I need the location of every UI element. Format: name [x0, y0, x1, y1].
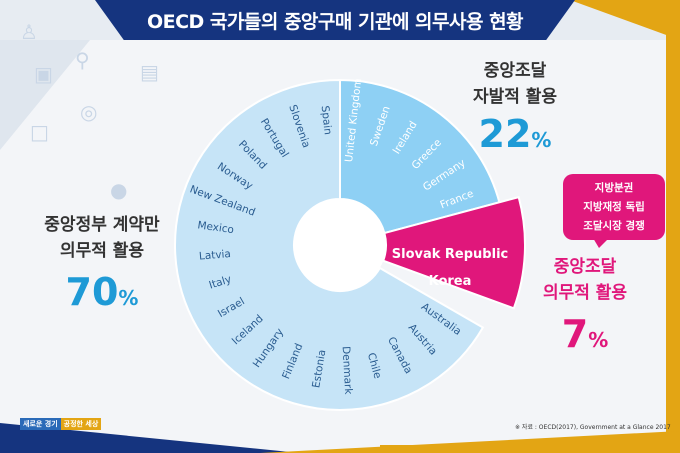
auto-label-line2: 자발적 활용: [472, 87, 558, 107]
country-label: Denmark: [340, 346, 355, 396]
bubble-line2: 지방재정 독립: [583, 200, 645, 213]
bottom-right-bar: [380, 445, 680, 453]
country-label: Spain: [319, 105, 334, 135]
bubble-tail: [593, 238, 609, 248]
page-title: OECD 국가들의 중앙구매 기관에 의무사용 현황: [146, 10, 524, 33]
logo: 새로운 경기 공정한 세상: [20, 418, 102, 430]
gov-percent-value: 70: [65, 270, 119, 314]
country-label: Latvia: [199, 248, 232, 263]
logo-part2: 공정한 세상: [60, 418, 102, 430]
title-bar: OECD 국가들의 중앙구매 기관에 의무사용 현황: [95, 0, 575, 40]
gov-label-line1: 중앙정부 계약만: [44, 215, 160, 235]
corner-accent: [570, 0, 680, 40]
mandatory-label-line2: 의무적 활용: [542, 283, 628, 303]
left-stripe: [0, 40, 90, 150]
bubble-line3: 조달시장 경쟁: [583, 219, 645, 232]
auto-percent: 22%: [440, 112, 590, 156]
donut-hole: [294, 199, 386, 291]
percent-sign: %: [588, 328, 609, 352]
people-icon: ♙: [20, 20, 38, 44]
auto-percent-value: 22: [478, 112, 532, 156]
auto-label-line1: 중앙조달: [483, 61, 547, 81]
reason-bubble: 지방분권 지방재정 독립 조달시장 경쟁: [563, 174, 665, 240]
percent-sign: %: [118, 286, 139, 310]
country-label: Slovak Republic: [392, 247, 508, 262]
right-frame: [666, 0, 680, 453]
gov-label: 중앙정부 계약만 의무적 활용: [22, 212, 182, 264]
logo-part1: 새로운 경기: [20, 418, 61, 430]
money-icon: ●: [110, 178, 128, 202]
auto-label: 중앙조달 자발적 활용: [445, 58, 585, 110]
mandatory-percent-value: 7: [561, 312, 589, 356]
mandatory-percent: 7%: [520, 312, 650, 356]
monitor-icon: □: [30, 120, 49, 144]
chart-icon: ▤: [140, 60, 159, 84]
source-note: ※ 자료 : OECD(2017), Government at a Glanc…: [515, 424, 671, 431]
percent-sign: %: [531, 128, 552, 152]
gov-percent: 70%: [22, 270, 182, 314]
folder-icon: ▣: [34, 62, 53, 86]
search-icon: ⚲: [75, 48, 90, 72]
bubble-line1: 지방분권: [594, 181, 634, 194]
country-label: Mexico: [197, 219, 235, 236]
mandatory-label-line1: 중앙조달: [553, 257, 617, 277]
mandatory-label: 중앙조달 의무적 활용: [520, 254, 650, 306]
target-icon: ◎: [80, 100, 98, 124]
country-label: Korea: [429, 274, 472, 289]
gov-label-line2: 의무적 활용: [59, 241, 145, 261]
